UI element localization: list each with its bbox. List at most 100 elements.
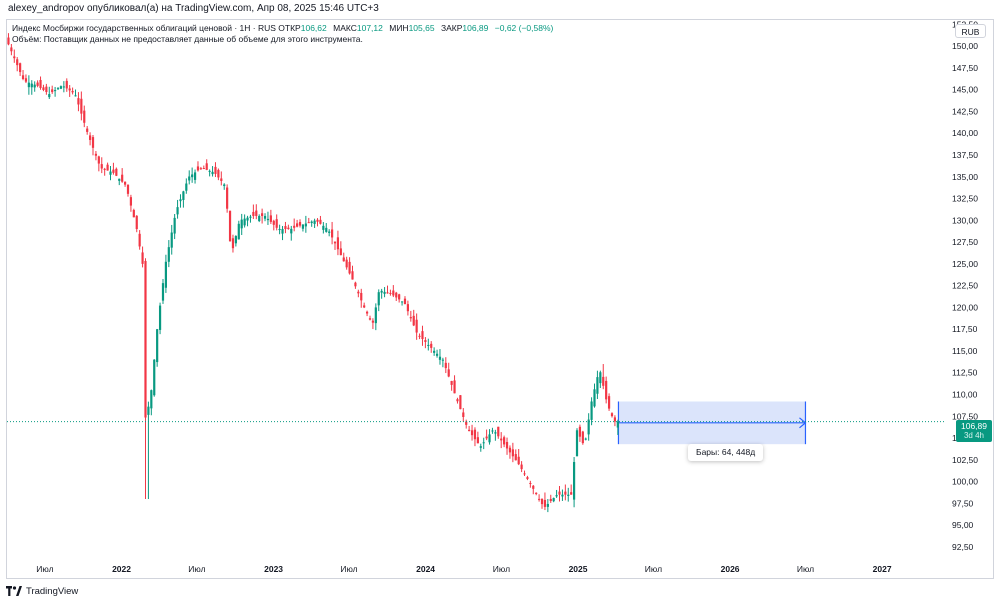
candle-body <box>252 211 255 216</box>
candle-body <box>570 492 573 495</box>
candle-body <box>549 498 552 501</box>
candle-body <box>354 282 357 287</box>
candle-body <box>459 395 462 410</box>
candle-body <box>319 219 322 224</box>
candle-body <box>406 304 409 312</box>
x-tick-label: Июл <box>493 564 510 574</box>
close-value: 106,89 <box>462 23 489 33</box>
candle-body <box>269 215 272 222</box>
y-tick-label: 130,00 <box>952 215 978 225</box>
candle-body <box>147 406 150 415</box>
candle-body <box>500 438 503 441</box>
candle-body <box>503 437 506 445</box>
candle-body <box>226 187 229 209</box>
measure-label: Бары: 64, 448д <box>688 444 764 461</box>
candle-body <box>558 491 561 495</box>
candle-body <box>508 447 512 453</box>
candle-body <box>261 213 264 216</box>
candle-body <box>433 350 436 353</box>
candle-body <box>605 380 608 400</box>
candle-body <box>16 59 19 66</box>
candle-body <box>208 170 211 172</box>
candle-body <box>68 88 71 91</box>
candle-body <box>167 247 170 262</box>
candle-body <box>339 248 342 256</box>
x-tick-label: Июл <box>36 564 53 574</box>
candle-body <box>228 210 232 242</box>
candle-body <box>371 320 375 323</box>
candle-body <box>42 87 45 90</box>
candle-body <box>345 259 348 268</box>
candle-body <box>333 241 337 244</box>
candle-body <box>164 261 168 288</box>
candle-body <box>348 261 351 274</box>
candle-body <box>444 362 447 369</box>
candle-body <box>182 191 185 200</box>
candle-body <box>48 94 51 98</box>
candle-body <box>479 446 482 448</box>
candle-body <box>62 86 65 88</box>
candle-body <box>313 220 316 224</box>
candle-body <box>596 377 599 394</box>
candle-body <box>421 331 424 340</box>
y-tick-label: 97,50 <box>952 498 974 508</box>
candle-body <box>24 78 28 82</box>
candle-body <box>447 369 450 377</box>
candle-body <box>94 153 98 156</box>
candle-body <box>223 184 226 187</box>
candle-body <box>220 178 223 181</box>
candle-body <box>106 164 109 171</box>
candle-body <box>581 431 584 444</box>
candle-body <box>572 462 576 500</box>
candle-body <box>386 292 389 294</box>
candle-body <box>485 436 488 439</box>
open-value: 106,62 <box>300 23 327 33</box>
candle-body <box>65 80 68 89</box>
candle-body <box>112 169 115 173</box>
low-label: МИН <box>389 23 409 33</box>
candle-body <box>491 430 494 432</box>
y-tick-label: 145,00 <box>952 85 978 95</box>
candle-body <box>10 47 13 52</box>
y-tick-label: 150,00 <box>952 41 978 51</box>
high-label: МАКС <box>333 23 357 33</box>
bar-countdown: 3d 4h <box>963 431 985 440</box>
measure-arrow-head <box>799 417 807 429</box>
candle-body <box>36 82 39 86</box>
candle-body <box>535 492 538 494</box>
candle-body <box>39 79 42 88</box>
candle-body <box>91 137 95 148</box>
candle-body <box>97 156 100 164</box>
candle-body <box>328 231 331 233</box>
candle-body <box>368 318 372 320</box>
candle-body <box>497 426 500 437</box>
candle-body <box>118 178 121 181</box>
candle-body <box>392 290 395 296</box>
chart-legend: Индекс Мосбиржи государственных облигаци… <box>12 23 553 45</box>
candle-body <box>377 292 380 306</box>
y-tick-label: 92,50 <box>952 542 974 552</box>
candle-body <box>389 292 392 294</box>
candle-body <box>555 495 558 497</box>
candle-body <box>526 477 529 479</box>
y-tick-label: 100,00 <box>952 477 978 487</box>
candle-body <box>380 290 383 293</box>
last-price-tag: 106,89 3d 4h <box>956 420 992 442</box>
y-tick-label: 115,00 <box>952 346 978 356</box>
candle-body <box>529 482 532 484</box>
candle-body <box>214 166 217 174</box>
candle-body <box>538 498 541 500</box>
candle-body <box>494 432 497 434</box>
tradingview-logo-icon <box>6 586 22 596</box>
candle-body <box>400 301 404 303</box>
candle-body <box>27 82 30 88</box>
candle-body <box>80 98 83 114</box>
currency-badge[interactable]: RUB <box>955 24 986 38</box>
candle-body <box>473 429 477 440</box>
candle-body <box>258 215 261 222</box>
candle-body <box>543 499 547 507</box>
candle-body <box>427 344 430 347</box>
candle-body <box>552 498 555 502</box>
candle-body <box>438 356 442 360</box>
